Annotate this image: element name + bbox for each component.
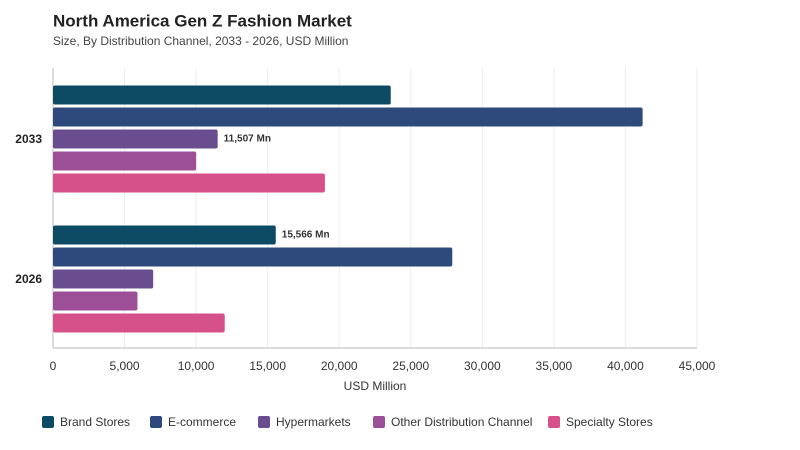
chart-subtitle: Size, By Distribution Channel, 2033 - 20…: [53, 34, 348, 48]
bar: [53, 291, 138, 311]
value-label: 15,566 Mn: [282, 230, 330, 241]
bar: [53, 151, 197, 171]
x-tick-label: 0: [50, 359, 57, 373]
y-tick-label: 2033: [15, 132, 42, 146]
bar: [53, 313, 225, 333]
x-tick-label: 40,000: [607, 359, 644, 373]
x-tick-label: 10,000: [178, 359, 215, 373]
legend-label: Other Distribution Channel: [391, 415, 532, 429]
legend-swatch: [258, 416, 270, 428]
bar: [53, 85, 391, 105]
legend-swatch: [373, 416, 385, 428]
bar: [53, 173, 325, 193]
legend-swatch: [42, 416, 54, 428]
legend-label: Specialty Stores: [566, 415, 653, 429]
x-tick-label: 20,000: [321, 359, 358, 373]
y-tick-label: 2026: [15, 272, 42, 286]
bar: [53, 129, 218, 149]
value-label: 11,507 Mn: [224, 134, 271, 145]
x-tick-label: 35,000: [536, 359, 573, 373]
x-tick-label: 30,000: [464, 359, 501, 373]
bar: [53, 269, 154, 289]
x-tick-label: 5,000: [110, 359, 140, 373]
legend-label: Brand Stores: [60, 415, 130, 429]
bar: [53, 247, 453, 267]
legend-label: Hypermarkets: [276, 415, 351, 429]
bar: [53, 225, 276, 245]
x-tick-label: 15,000: [249, 359, 286, 373]
x-tick-label: 45,000: [679, 359, 716, 373]
legend-swatch: [548, 416, 560, 428]
x-tick-label: 25,000: [392, 359, 429, 373]
bar: [53, 107, 643, 127]
legend-swatch: [150, 416, 162, 428]
legend-label: E-commerce: [168, 415, 236, 429]
chart-title: North America Gen Z Fashion Market: [53, 11, 352, 30]
x-axis-title: USD Million: [344, 379, 407, 393]
